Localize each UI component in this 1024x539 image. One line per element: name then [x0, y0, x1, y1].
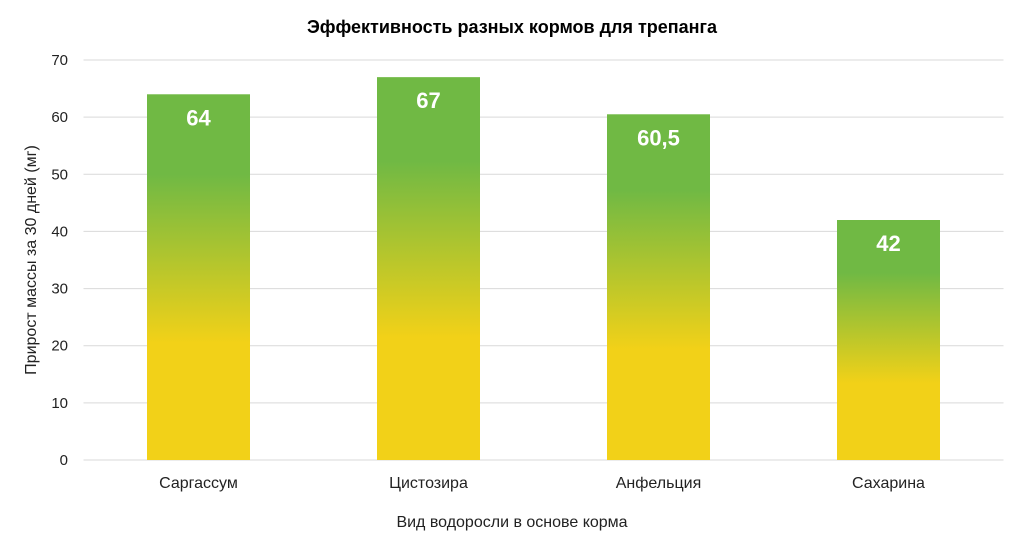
- data-label: 64: [186, 105, 211, 130]
- y-tick-label: 20: [51, 338, 68, 355]
- data-label: 67: [416, 88, 440, 113]
- chart-title: Эффективность разных кормов для трепанга: [307, 17, 718, 37]
- y-tick-label: 30: [51, 281, 68, 298]
- data-label: 60,5: [637, 125, 680, 150]
- y-tick-labels: 0 10 20 30 40 50 60 70: [51, 52, 68, 469]
- data-label: 42: [876, 231, 900, 256]
- bar-1: [147, 94, 250, 461]
- y-tick-label: 40: [51, 223, 68, 240]
- y-axis-label: Прирост массы за 30 дней (мг): [23, 145, 40, 375]
- x-tick-label: Цистозира: [389, 475, 468, 492]
- y-tick-label: 10: [51, 395, 68, 412]
- y-tick-label: 0: [60, 452, 68, 469]
- y-tick-label: 60: [51, 109, 68, 126]
- x-tick-label: Сахарина: [852, 475, 925, 492]
- data-labels: 64 67 60,5 42: [186, 88, 900, 256]
- bars: [147, 77, 940, 461]
- bar-3: [607, 114, 710, 461]
- bar-2: [377, 77, 480, 461]
- x-tick-labels: Саргассум Цистозира Анфельция Сахарина: [159, 475, 925, 492]
- y-tick-label: 70: [51, 52, 68, 69]
- x-tick-label: Анфельция: [616, 475, 701, 492]
- bar-4: [837, 220, 940, 460]
- y-tick-label: 50: [51, 166, 68, 183]
- x-axis-label: Вид водоросли в основе корма: [396, 514, 627, 531]
- x-tick-label: Саргассум: [159, 475, 238, 492]
